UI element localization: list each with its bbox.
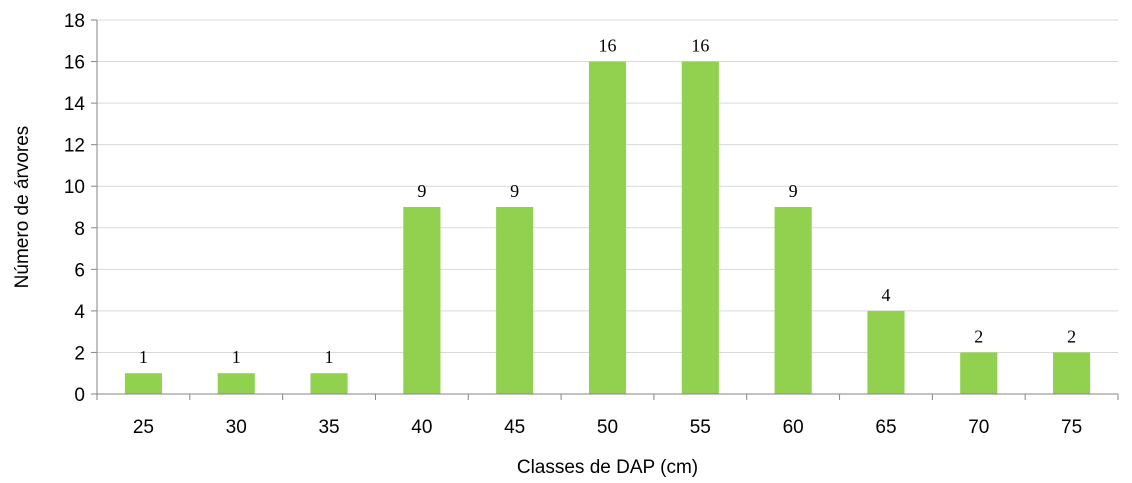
y-tick-label: 14 bbox=[64, 94, 86, 115]
x-tick-label: 55 bbox=[690, 417, 711, 438]
bar bbox=[217, 373, 255, 394]
y-tick-label: 12 bbox=[64, 136, 85, 157]
bar bbox=[588, 61, 627, 395]
bar-value-label: 16 bbox=[599, 36, 617, 56]
x-tick-label: 50 bbox=[597, 417, 618, 438]
bar-value-label: 9 bbox=[510, 181, 519, 201]
bar bbox=[960, 352, 998, 394]
bar bbox=[403, 207, 441, 394]
labels: 0 2 4 6 8 10 12 14 16 18 1 25 1 30 1 35 9 40 9 45 16 50 16 55 9 6… bbox=[64, 11, 1082, 438]
x-tick-label: 30 bbox=[226, 417, 247, 438]
bar bbox=[774, 207, 812, 394]
axes bbox=[91, 19, 1119, 400]
x-tick-label: 25 bbox=[133, 417, 154, 438]
bar bbox=[124, 373, 162, 394]
x-tick-label: 60 bbox=[783, 417, 804, 438]
y-axis-title: Número de árvores bbox=[12, 126, 33, 289]
bar bbox=[681, 61, 719, 395]
bar bbox=[1053, 352, 1091, 394]
x-tick-label: 45 bbox=[504, 417, 525, 438]
bar-value-label: 4 bbox=[881, 285, 890, 305]
bar-value-label: 1 bbox=[325, 347, 334, 367]
x-tick-label: 70 bbox=[968, 417, 989, 438]
y-tick-label: 10 bbox=[64, 177, 85, 198]
x-tick-label: 65 bbox=[875, 417, 896, 438]
bars bbox=[124, 61, 1091, 395]
bar-value-label: 1 bbox=[139, 347, 148, 367]
y-tick-label: 2 bbox=[74, 343, 85, 364]
bar-value-label: 2 bbox=[1067, 326, 1076, 346]
bar bbox=[496, 207, 534, 394]
y-tick-label: 4 bbox=[74, 302, 85, 323]
y-tick-label: 0 bbox=[74, 385, 85, 406]
bar bbox=[867, 310, 905, 394]
x-tick-label: 75 bbox=[1061, 417, 1082, 438]
bar-value-label: 1 bbox=[232, 347, 241, 367]
bar bbox=[310, 373, 348, 394]
y-tick-label: 6 bbox=[74, 260, 85, 281]
y-tick-label: 8 bbox=[74, 219, 85, 240]
bar-value-label: 2 bbox=[974, 326, 983, 346]
x-tick-label: 35 bbox=[318, 417, 339, 438]
bar-value-label: 9 bbox=[417, 181, 426, 201]
y-tick-label: 16 bbox=[64, 53, 85, 74]
y-tick-label: 18 bbox=[64, 11, 85, 32]
bar-value-label: 16 bbox=[691, 36, 709, 56]
x-axis-title: Classes de DAP (cm) bbox=[517, 457, 698, 478]
x-tick-label: 40 bbox=[411, 417, 432, 438]
bar-value-label: 9 bbox=[789, 181, 798, 201]
